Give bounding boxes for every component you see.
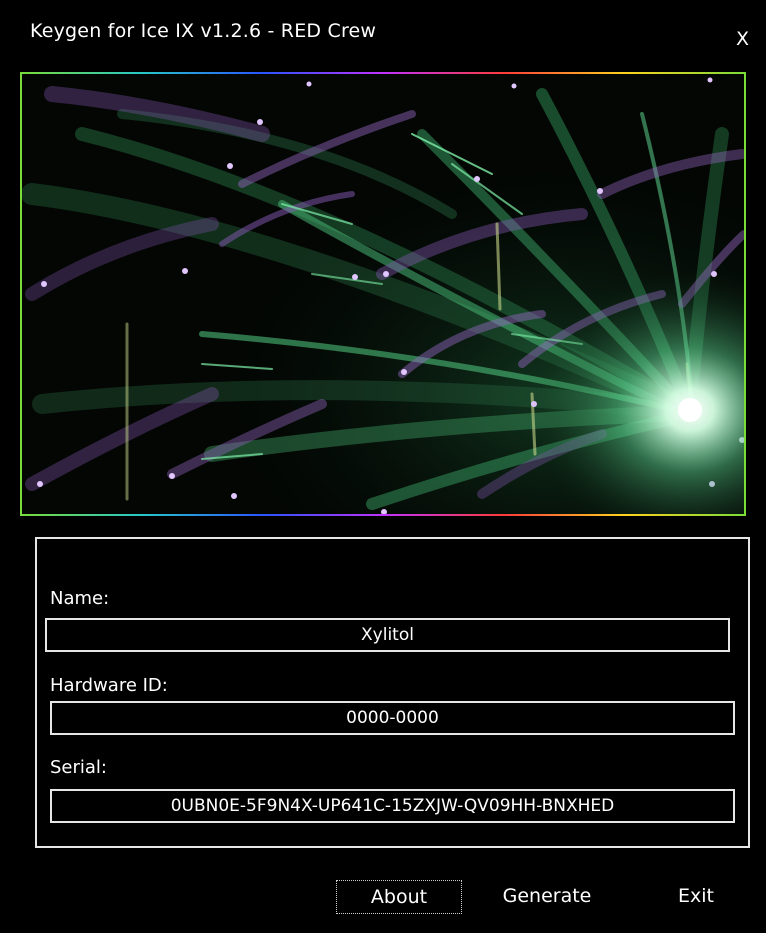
hardware-id-field[interactable]: 0000-0000 (50, 701, 735, 735)
name-label: Name: (50, 588, 110, 609)
form-panel (35, 537, 750, 848)
fireworks-banner (20, 72, 746, 516)
serial-label: Serial: (50, 757, 107, 778)
window-title: Keygen for Ice IX v1.2.6 - RED Crew (30, 20, 377, 42)
hardware-id-label: Hardware ID: (50, 675, 168, 696)
serial-field[interactable]: 0UBN0E-5F9N4X-UP641C-15ZXJW-QV09HH-BNXHE… (50, 789, 735, 823)
about-button[interactable]: About (336, 880, 462, 914)
fireworks-animation-icon (22, 74, 744, 514)
name-field[interactable]: Xylitol (45, 618, 730, 652)
generate-button[interactable]: Generate (502, 885, 592, 907)
close-button[interactable]: X (736, 28, 750, 50)
exit-button[interactable]: Exit (678, 885, 714, 907)
